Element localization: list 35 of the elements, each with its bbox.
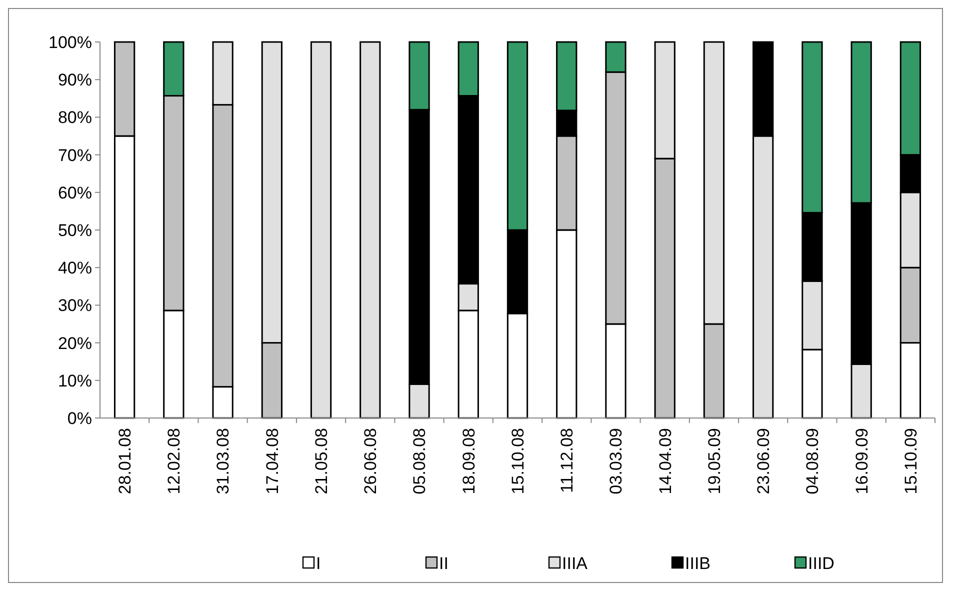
y-tick-label: 100%: [48, 32, 92, 52]
x-tick-label: 21.05.08: [312, 428, 331, 494]
x-tick-label: 03.03.09: [606, 428, 626, 494]
y-tick-label: 20%: [58, 334, 92, 353]
legend-label: II: [439, 554, 448, 573]
y-tick-label: 0%: [67, 408, 92, 428]
y-tick-label: 10%: [58, 371, 92, 390]
y-tick-label: 50%: [58, 220, 92, 240]
x-tick-label: 15.10.08: [508, 428, 528, 494]
y-tick-label: 30%: [58, 296, 92, 316]
x-tick-label: 18.09.08: [459, 428, 478, 494]
legend-label: I: [316, 554, 321, 573]
x-tick-label: 15.10.09: [901, 428, 920, 494]
x-tick-label: 12.02.08: [164, 428, 184, 494]
x-tick-label: 19.05.09: [704, 428, 724, 494]
bar: [360, 41, 381, 419]
y-tick-label: 80%: [58, 108, 92, 128]
x-tick-label: 26.06.08: [361, 428, 380, 494]
x-tick-label: 04.08.09: [803, 428, 822, 494]
x-tick-label: 28.01.08: [116, 428, 135, 494]
y-tick-label: 40%: [58, 258, 92, 278]
x-tick-label: 05.08.08: [410, 428, 430, 494]
legend-label: IIIB: [685, 554, 711, 573]
y-tick-label: 90%: [58, 70, 92, 90]
x-tick-label: 11.12.08: [558, 428, 577, 493]
x-tick-label: 16.09.09: [852, 428, 872, 494]
y-tick-label: 60%: [58, 183, 92, 202]
y-tick-label: 70%: [58, 146, 92, 165]
legend-label: IIIA: [562, 554, 588, 573]
x-tick-label: 14.04.09: [656, 428, 675, 494]
x-tick-label: 23.06.09: [754, 428, 774, 494]
x-tick-label: 17.04.08: [262, 428, 282, 494]
legend-label: IIID: [808, 554, 834, 573]
x-tick-label: 31.03.08: [214, 428, 233, 494]
bar: [310, 41, 332, 419]
